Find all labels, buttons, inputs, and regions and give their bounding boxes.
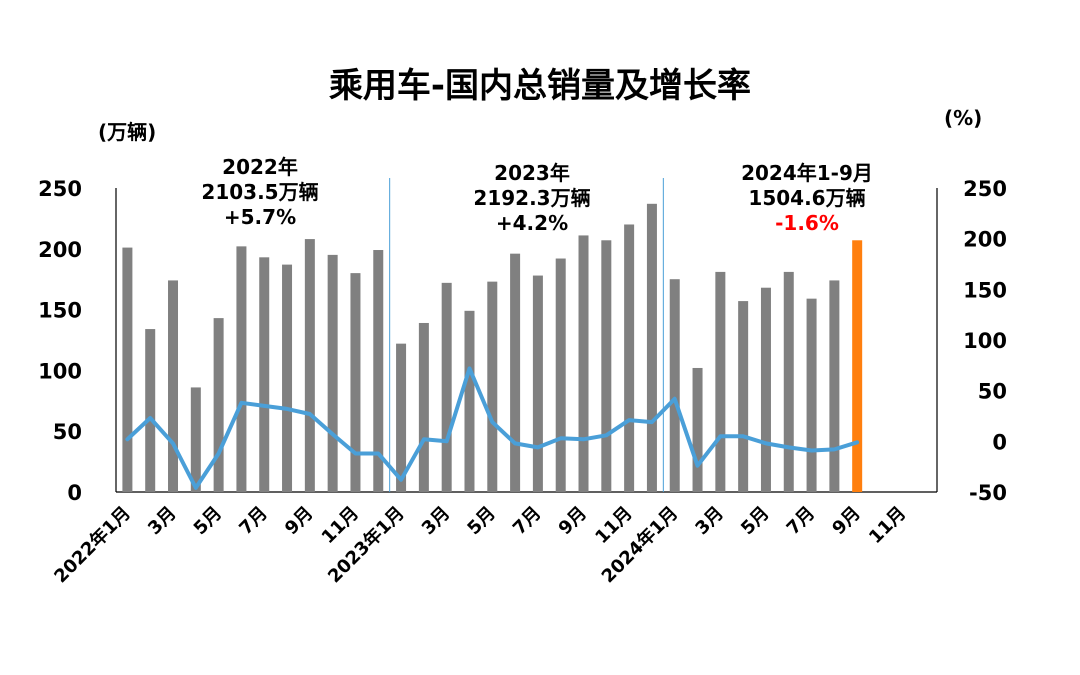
chart-title: 乘用车-国内总销量及增长率: [328, 66, 752, 106]
sales-bar: [304, 239, 315, 492]
x-tick-label: 2022年1月: [50, 502, 135, 587]
annotation-2023-total: 2192.3万辆: [473, 186, 591, 210]
left-tick-label: 150: [38, 299, 82, 323]
sales-bar: [692, 367, 703, 492]
sales-bar: [213, 318, 224, 492]
sales-bar: [168, 280, 179, 492]
sales-bar: [646, 203, 657, 493]
sales-bar: [624, 224, 635, 493]
sales-bar: [852, 240, 863, 492]
x-tick-label: 7月: [783, 503, 819, 539]
growth-rate-line: [125, 366, 860, 490]
left-tick-label: 0: [67, 481, 82, 505]
x-tick-label: 5月: [463, 503, 499, 539]
sales-bar: [327, 254, 338, 492]
left-tick-label: 100: [38, 359, 82, 383]
right-tick-label: -50: [969, 481, 1007, 505]
annotation-2023-year: 2023年: [494, 161, 570, 185]
right-tick-label: 50: [978, 380, 1007, 404]
left-tick-label: 50: [53, 420, 82, 444]
sales-bar: [715, 271, 726, 492]
sales-bar: [236, 246, 247, 492]
left-axis-unit: (万辆): [98, 120, 157, 144]
sales-bar: [555, 258, 566, 492]
sales-bar: [601, 240, 612, 492]
sales-bar: [350, 273, 361, 492]
right-tick-label: 200: [963, 228, 1007, 252]
annotation-2023-growth: +4.2%: [495, 211, 569, 235]
x-tick-label: 3月: [144, 503, 180, 539]
right-tick-label: 0: [992, 430, 1007, 454]
x-tick-label: 5月: [190, 503, 226, 539]
x-tick-label: 11月: [865, 503, 910, 548]
x-tick-label: 9月: [281, 503, 317, 539]
annotation-2024-year: 2024年1-9月: [741, 161, 873, 185]
right-tick-label: 100: [963, 329, 1007, 353]
sales-bar: [190, 387, 201, 492]
x-tick-label: 3月: [691, 503, 727, 539]
sales-bar: [145, 329, 156, 492]
x-tick-label: 5月: [737, 503, 773, 539]
annotation-2023: 2023年 2192.3万辆 +4.2%: [447, 161, 617, 236]
sales-bar: [259, 257, 270, 492]
sales-bar: [441, 282, 452, 492]
sales-bar: [578, 235, 589, 492]
x-tick-label: 3月: [418, 503, 454, 539]
x-tick-label: 7月: [235, 503, 271, 539]
sales-bar: [373, 250, 384, 492]
x-tick-label: 9月: [555, 503, 591, 539]
sales-bar: [396, 343, 407, 492]
right-tick-label: 250: [963, 177, 1007, 201]
sales-bar: [806, 298, 817, 492]
sales-bar: [418, 322, 429, 492]
sales-bar: [738, 301, 749, 492]
sales-bar: [532, 275, 543, 492]
annotation-2024: 2024年1-9月 1504.6万辆 -1.6%: [722, 161, 892, 236]
left-tick-label: 200: [38, 238, 82, 262]
sales-bar: [510, 253, 521, 492]
sales-bar: [282, 264, 293, 492]
sales-bar: [464, 310, 475, 492]
sales-bar: [122, 247, 133, 492]
x-tick-label: 7月: [509, 503, 545, 539]
sales-bar: [760, 287, 771, 492]
right-tick-label: 150: [963, 278, 1007, 302]
annotation-2024-growth: -1.6%: [775, 211, 839, 235]
sales-bar: [669, 279, 680, 492]
annotation-2022: 2022年 2103.5万辆 +5.7%: [180, 155, 340, 230]
annotation-2022-total: 2103.5万辆: [201, 180, 319, 204]
x-tick-label: 9月: [828, 503, 864, 539]
sales-bar: [829, 280, 840, 492]
left-tick-label: 250: [38, 177, 82, 201]
sales-bar: [783, 271, 794, 492]
right-axis-unit: (%): [944, 106, 983, 130]
annotation-2022-year: 2022年: [222, 155, 298, 179]
annotation-2024-total: 1504.6万辆: [748, 186, 866, 210]
sales-bar: [487, 281, 498, 492]
annotation-2022-growth: +5.7%: [223, 205, 297, 229]
